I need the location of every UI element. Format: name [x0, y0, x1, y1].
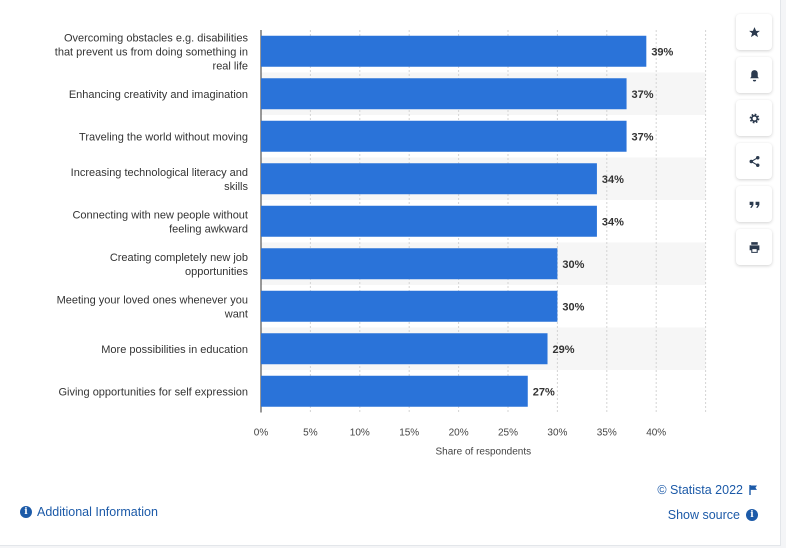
- bar: [261, 78, 627, 110]
- category-label: Increasing technological literacy and ski…: [71, 167, 249, 193]
- x-tick-label: 10%: [350, 428, 370, 439]
- favorite-button[interactable]: [736, 14, 772, 50]
- category-label-line: that prevent us from doing something in: [55, 46, 248, 58]
- category-label-line: Creating completely new job: [110, 252, 248, 264]
- value-label: 29%: [553, 344, 575, 356]
- star-icon: [748, 26, 760, 37]
- bell-icon: [749, 69, 759, 81]
- category-label-line: Meeting your loved ones whenever you: [57, 294, 248, 306]
- category-label: Connecting with new people without feelin…: [72, 209, 248, 235]
- x-tick-label: 20%: [449, 428, 469, 439]
- value-label: 34%: [602, 216, 624, 228]
- bar: [261, 333, 548, 365]
- x-tick-label: 25%: [498, 428, 518, 439]
- x-tick-label: 35%: [597, 428, 617, 439]
- category-label: Creating completely new job opportunities: [110, 252, 249, 278]
- value-label: 39%: [651, 46, 673, 58]
- bar-chart: 39% Overcoming obstacles e.g. disabilitie…: [55, 30, 707, 458]
- copyright-notice: © Statista 2022: [657, 483, 758, 497]
- bar: [261, 35, 647, 67]
- bar: [261, 205, 597, 237]
- value-label: 34%: [602, 174, 624, 186]
- category-label: Enhancing creativity and imagination: [69, 89, 248, 101]
- category-label-line: Connecting with new people without: [72, 209, 248, 221]
- info-icon: i: [20, 506, 32, 518]
- settings-button[interactable]: [736, 100, 772, 136]
- bar: [261, 375, 528, 407]
- x-tick-label: 5%: [303, 428, 318, 439]
- value-label: 37%: [632, 131, 654, 143]
- x-tick-label: 15%: [399, 428, 419, 439]
- bar: [261, 290, 558, 322]
- print-icon: [749, 241, 759, 253]
- gear-icon: [749, 113, 759, 123]
- share-icon: [749, 155, 759, 167]
- print-button[interactable]: [736, 229, 772, 265]
- category-label: More possibilities in education: [101, 344, 248, 356]
- copyright-label: © Statista 2022: [657, 483, 743, 497]
- category-label: Traveling the world without moving: [79, 131, 248, 143]
- info-icon: i: [746, 509, 758, 521]
- category-label-line: want: [224, 308, 248, 320]
- bar: [261, 163, 597, 195]
- category-label: Overcoming obstacles e.g. disabilities th…: [55, 32, 249, 72]
- category-label-line: Giving opportunities for self expression: [58, 386, 248, 398]
- category-label-line: More possibilities in education: [101, 344, 248, 356]
- value-label: 37%: [632, 89, 654, 101]
- share-button[interactable]: [736, 143, 772, 179]
- bar: [261, 248, 558, 280]
- value-label: 30%: [562, 259, 584, 271]
- x-tick-label: 0%: [254, 428, 269, 439]
- category-label-line: Increasing technological literacy and: [71, 167, 248, 179]
- value-label: 27%: [533, 386, 555, 398]
- category-label: Meeting your loved ones whenever you want: [57, 294, 248, 320]
- additional-information-link[interactable]: i Additional Information: [20, 505, 158, 519]
- category-label-line: opportunities: [185, 266, 248, 278]
- category-label: Giving opportunities for self expression: [58, 386, 248, 398]
- bar: [261, 120, 627, 152]
- category-label-line: feeling awkward: [169, 223, 248, 235]
- category-label-line: skills: [224, 181, 248, 193]
- quote-icon: [749, 201, 759, 208]
- additional-information-label: Additional Information: [37, 505, 158, 519]
- show-source-link[interactable]: Show source i: [668, 508, 758, 522]
- category-label-line: Overcoming obstacles e.g. disabilities: [64, 32, 249, 44]
- x-axis-title: Share of respondents: [435, 447, 531, 458]
- x-tick-label: 40%: [646, 428, 666, 439]
- x-tick-label: 30%: [547, 428, 567, 439]
- value-label: 30%: [562, 301, 584, 313]
- cite-button[interactable]: [736, 186, 772, 222]
- category-label-line: Enhancing creativity and imagination: [69, 89, 248, 101]
- category-label-line: Traveling the world without moving: [79, 131, 248, 143]
- notification-button[interactable]: [736, 57, 772, 93]
- chart-toolbar: [736, 14, 772, 272]
- show-source-label: Show source: [667, 508, 740, 522]
- flag-icon: [749, 485, 757, 495]
- category-label-line: real life: [213, 60, 248, 72]
